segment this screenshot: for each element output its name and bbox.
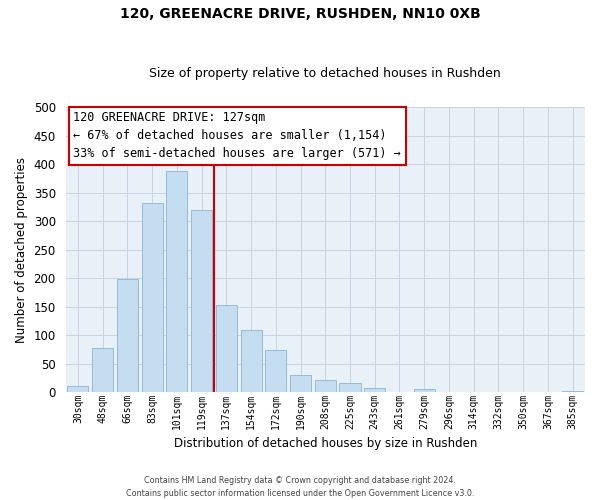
- Bar: [562, 391, 583, 392]
- Bar: [364, 388, 385, 392]
- Bar: [290, 375, 311, 392]
- Bar: [67, 386, 88, 392]
- Text: 120, GREENACRE DRIVE, RUSHDEN, NN10 0XB: 120, GREENACRE DRIVE, RUSHDEN, NN10 0XB: [119, 8, 481, 22]
- Text: Contains HM Land Registry data © Crown copyright and database right 2024.
Contai: Contains HM Land Registry data © Crown c…: [126, 476, 474, 498]
- Bar: [92, 348, 113, 392]
- Title: Size of property relative to detached houses in Rushden: Size of property relative to detached ho…: [149, 66, 501, 80]
- Text: 120 GREENACRE DRIVE: 127sqm
← 67% of detached houses are smaller (1,154)
33% of : 120 GREENACRE DRIVE: 127sqm ← 67% of det…: [73, 112, 401, 160]
- Bar: [142, 203, 163, 392]
- Bar: [241, 330, 262, 392]
- Bar: [340, 384, 361, 392]
- Bar: [265, 350, 286, 392]
- Bar: [117, 279, 138, 392]
- Y-axis label: Number of detached properties: Number of detached properties: [15, 156, 28, 342]
- Bar: [315, 380, 336, 392]
- Bar: [216, 306, 237, 392]
- X-axis label: Distribution of detached houses by size in Rushden: Distribution of detached houses by size …: [173, 437, 477, 450]
- Bar: [191, 210, 212, 392]
- Bar: [413, 389, 435, 392]
- Bar: [166, 171, 187, 392]
